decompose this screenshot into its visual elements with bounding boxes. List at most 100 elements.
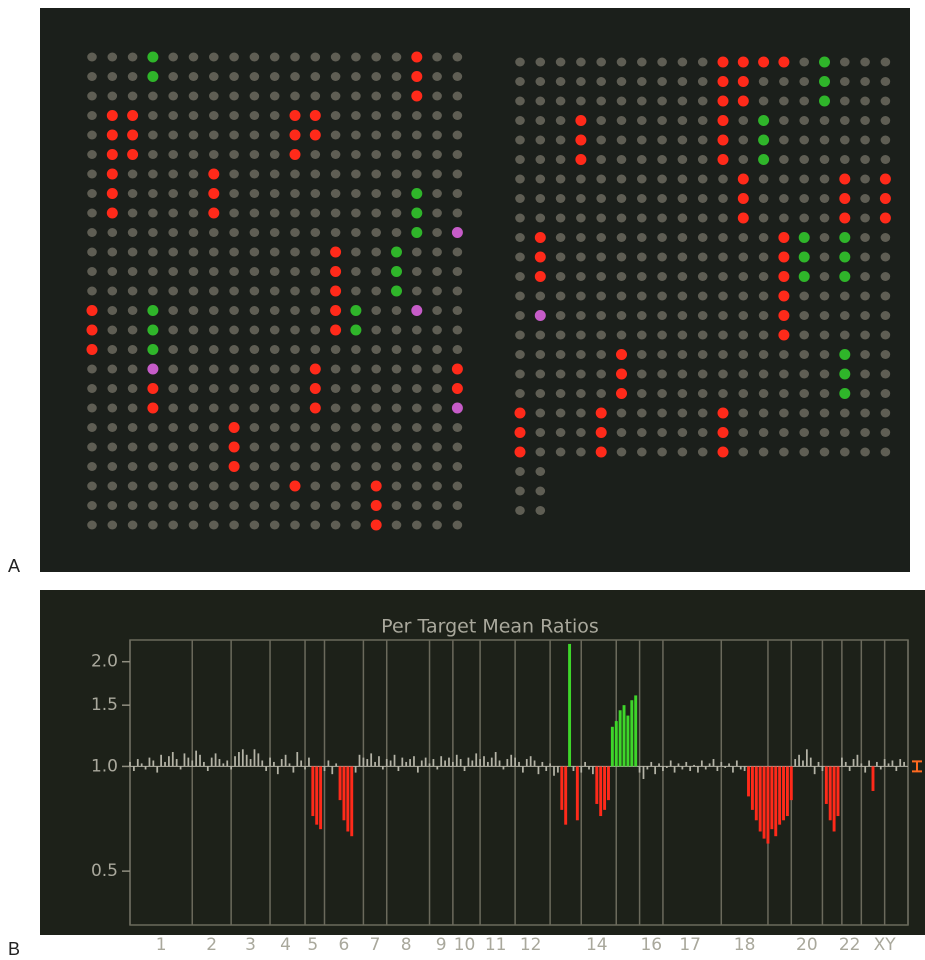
array-spot	[310, 403, 321, 414]
array-spot	[290, 384, 300, 393]
array-spot	[759, 272, 769, 281]
array-spot	[87, 131, 97, 140]
array-spot	[779, 136, 789, 145]
array-spot	[779, 370, 789, 379]
x-tick-label: 9	[436, 935, 447, 955]
array-spot	[698, 448, 708, 457]
array-spot	[127, 130, 138, 141]
array-spot	[128, 462, 138, 471]
array-spot	[678, 175, 688, 184]
bar	[460, 759, 462, 766]
bar	[315, 766, 318, 824]
array-spot	[536, 487, 546, 496]
array-spot	[108, 228, 118, 237]
array-spot	[820, 448, 830, 457]
bar	[833, 766, 836, 831]
bar	[207, 766, 209, 771]
array-spot	[128, 365, 138, 374]
array-spot	[596, 350, 606, 359]
array-spot	[718, 427, 729, 438]
array-spot	[229, 501, 239, 510]
array-spot	[596, 331, 606, 340]
array-spot	[536, 58, 546, 67]
array-spot	[820, 428, 830, 437]
array-spot	[148, 228, 158, 237]
bar	[483, 756, 485, 766]
bar	[662, 766, 664, 771]
array-spot	[799, 232, 810, 243]
bar	[311, 766, 314, 816]
array-spot	[576, 233, 586, 242]
array-spot	[432, 482, 442, 491]
array-spot	[556, 253, 566, 262]
bar	[398, 766, 400, 771]
array-spot	[209, 287, 219, 296]
array-spot	[657, 136, 667, 145]
bar	[335, 763, 337, 766]
array-spot	[637, 155, 647, 164]
array-spot	[839, 349, 850, 360]
array-spot	[698, 292, 708, 301]
array-spot	[576, 428, 586, 437]
array-spot	[678, 292, 688, 301]
array-spot	[148, 443, 158, 452]
array-spot	[739, 350, 749, 359]
x-tick-label: 7	[370, 935, 381, 955]
array-spot	[839, 193, 850, 204]
array-spot	[759, 370, 769, 379]
array-spot	[881, 77, 891, 86]
array-spot	[881, 448, 891, 457]
array-spot	[270, 92, 280, 101]
array-spot	[168, 482, 178, 491]
array-spot	[392, 131, 402, 140]
array-spot	[596, 370, 606, 379]
array-spot	[270, 443, 280, 452]
array-spot	[536, 428, 546, 437]
array-spot	[412, 482, 422, 491]
array-spot	[678, 77, 688, 86]
array-spot	[250, 92, 260, 101]
array-spot	[778, 57, 789, 68]
array-spot	[637, 77, 647, 86]
bar	[514, 758, 516, 767]
array-spot	[371, 423, 381, 432]
x-tick-label: 10	[454, 935, 476, 955]
array-spot	[311, 326, 321, 335]
array-spot	[432, 248, 442, 257]
array-spot	[351, 111, 361, 120]
array-spot	[250, 267, 260, 276]
bar	[238, 752, 240, 766]
array-spot	[392, 170, 402, 179]
array-spot	[596, 214, 606, 223]
array-spot	[270, 72, 280, 81]
array-spot	[637, 350, 647, 359]
array-spot	[87, 92, 97, 101]
x-tick-label: 2	[206, 935, 217, 955]
array-spot	[432, 267, 442, 276]
bar	[868, 760, 870, 766]
array-spot	[209, 423, 219, 432]
array-spot	[371, 111, 381, 120]
array-spot	[148, 462, 158, 471]
array-spot	[617, 448, 627, 457]
bar	[176, 759, 178, 766]
array-spot	[860, 58, 870, 67]
array-spot	[189, 443, 199, 452]
array-spot	[617, 409, 627, 418]
array-spot	[250, 53, 260, 62]
array-spot	[860, 292, 870, 301]
array-spot	[290, 130, 301, 141]
array-spot	[128, 287, 138, 296]
array-spot	[432, 228, 442, 237]
bar	[300, 760, 302, 766]
y-tick-label: 2.0	[91, 652, 118, 672]
array-spot	[453, 209, 463, 218]
array-spot	[168, 384, 178, 393]
array-spot	[209, 462, 219, 471]
array-spot	[432, 131, 442, 140]
array-spot	[290, 228, 300, 237]
array-spot	[331, 443, 341, 452]
array-spot	[148, 267, 158, 276]
bar	[503, 766, 505, 769]
array-spot	[331, 92, 341, 101]
